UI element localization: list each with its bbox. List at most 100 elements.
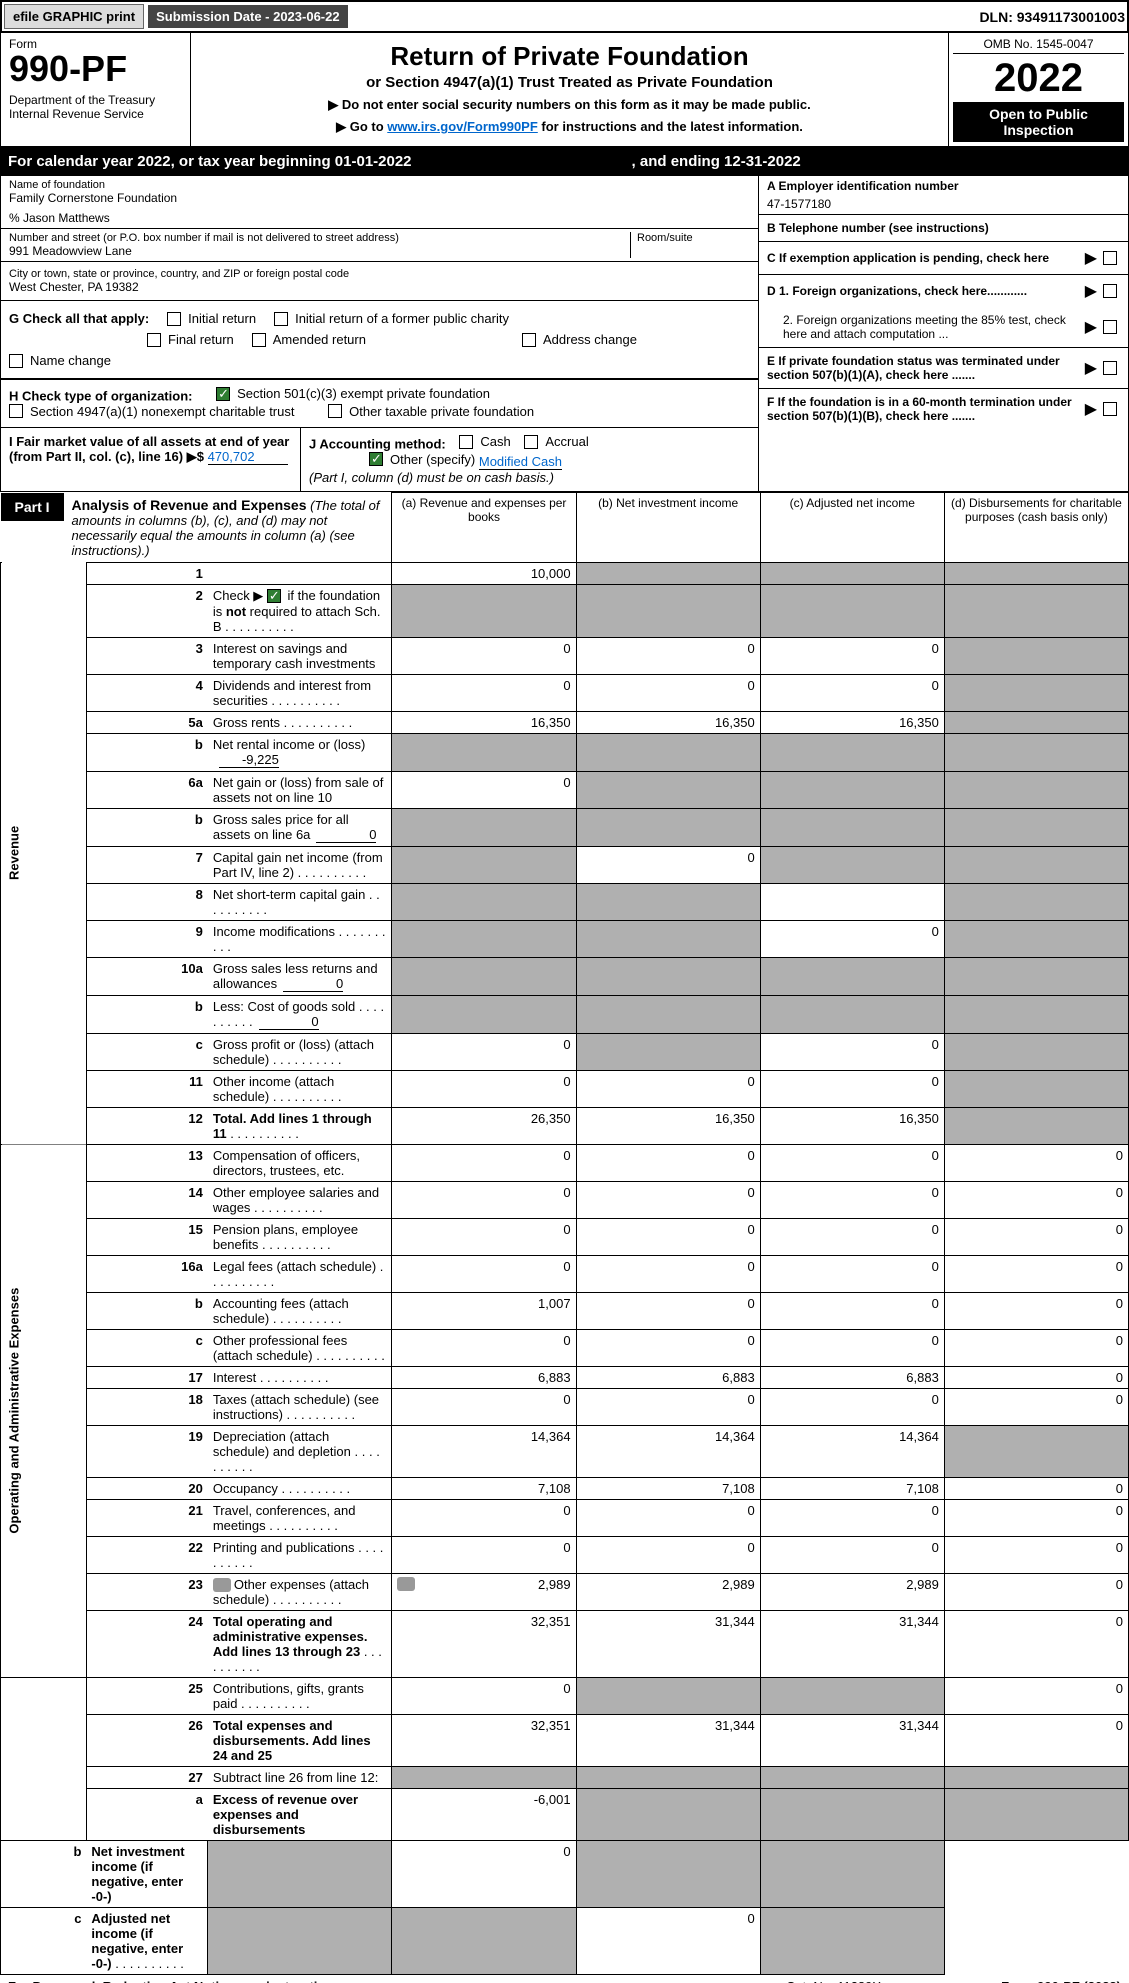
name-label: Name of foundation [9, 179, 750, 191]
line-number: 18 [86, 1388, 207, 1425]
check-d1[interactable] [1103, 284, 1117, 298]
form-number: 990-PF [9, 51, 182, 87]
amount-cell [576, 1841, 760, 1908]
attachment-icon[interactable] [213, 1578, 231, 1592]
efile-button[interactable]: efile GRAPHIC print [4, 4, 144, 29]
amount-cell: 0 [392, 674, 576, 711]
check-initial[interactable]: Initial return [167, 311, 256, 326]
other-method-val: Modified Cash [479, 454, 562, 470]
amount-cell [576, 995, 760, 1033]
amount-cell: 0 [944, 1715, 1128, 1767]
amount-cell: 6,883 [760, 1366, 944, 1388]
amount-cell: 32,351 [392, 1715, 576, 1767]
city-state-zip: West Chester, PA 19382 [9, 280, 750, 294]
table-row: Revenue110,000 [1, 562, 1129, 584]
line-number: 10a [86, 957, 207, 995]
line-number: a [86, 1789, 207, 1841]
amount-cell [944, 1789, 1128, 1841]
amount-cell [392, 883, 576, 920]
amount-cell: 0 [392, 1499, 576, 1536]
check-address[interactable]: Address change [522, 332, 637, 347]
line-number: 4 [86, 674, 207, 711]
line-description: Check ▶ if the foundation is not require… [208, 584, 392, 637]
attachment-icon[interactable] [397, 1577, 415, 1591]
amount-cell [944, 1033, 1128, 1070]
check-final[interactable]: Final return [147, 332, 234, 347]
amount-cell: 0 [760, 920, 944, 957]
line-description: Adjusted net income (if negative, enter … [86, 1908, 207, 1975]
check-4947[interactable]: Section 4947(a)(1) nonexempt charitable … [9, 404, 294, 419]
amount-cell: 14,364 [576, 1425, 760, 1477]
addr-label: Number and street (or P.O. box number if… [9, 232, 630, 244]
amount-cell [576, 883, 760, 920]
line-number: 7 [86, 846, 207, 883]
instructions-link[interactable]: www.irs.gov/Form990PF [387, 119, 538, 134]
check-501c3[interactable]: Section 501(c)(3) exempt private foundat… [216, 386, 490, 401]
amount-cell [760, 584, 944, 637]
amount-cell [576, 1767, 760, 1789]
amount-cell [392, 733, 576, 771]
amount-cell: 32,351 [392, 1611, 576, 1678]
line-number: 16a [86, 1255, 207, 1292]
check-initial-former[interactable]: Initial return of a former public charit… [274, 311, 509, 326]
line-description: Other expenses (attach schedule) [208, 1573, 392, 1611]
section-g-label: G Check all that apply: [9, 311, 149, 326]
amount-cell: 0 [760, 674, 944, 711]
amount-cell: 0 [944, 1477, 1128, 1499]
check-d2[interactable] [1103, 320, 1117, 334]
section-h: H Check type of organization: Section 50… [1, 379, 758, 427]
table-row: 27Subtract line 26 from line 12: [1, 1767, 1129, 1789]
line-description: Total. Add lines 1 through 11 [208, 1107, 392, 1144]
line-description: Net short-term capital gain [208, 883, 392, 920]
amount-cell: 10,000 [392, 562, 576, 584]
line-description: Net gain or (loss) from sale of assets n… [208, 771, 392, 808]
note-2: ▶ Go to www.irs.gov/Form990PF for instru… [199, 119, 940, 135]
amount-cell: 0 [576, 1292, 760, 1329]
amount-cell: 0 [576, 1181, 760, 1218]
amount-cell: 2,989 [760, 1573, 944, 1611]
check-amended[interactable]: Amended return [252, 332, 366, 347]
table-row: 23Other expenses (attach schedule)2,9892… [1, 1573, 1129, 1611]
amount-cell [944, 1107, 1128, 1144]
line-description: Contributions, gifts, grants paid [208, 1678, 392, 1715]
table-row: 6aNet gain or (loss) from sale of assets… [1, 771, 1129, 808]
amount-cell: 0 [944, 1218, 1128, 1255]
table-row: aExcess of revenue over expenses and dis… [1, 1789, 1129, 1841]
col-c-header: (c) Adjusted net income [760, 493, 944, 563]
check-f[interactable] [1103, 402, 1117, 416]
line-number: 13 [86, 1144, 207, 1181]
expenses-side-label: Operating and Administrative Expenses [1, 1144, 87, 1678]
amount-cell: 0 [760, 1181, 944, 1218]
check-other-tax[interactable]: Other taxable private foundation [328, 404, 534, 419]
check-sch-b[interactable] [267, 589, 281, 603]
section-c: C If exemption application is pending, c… [767, 251, 1079, 265]
line-number: c [1, 1908, 87, 1975]
table-row: 16aLegal fees (attach schedule)0000 [1, 1255, 1129, 1292]
check-c[interactable] [1103, 251, 1117, 265]
form-subtitle: or Section 4947(a)(1) Trust Treated as P… [199, 74, 940, 91]
line-description: Total expenses and disbursements. Add li… [208, 1715, 392, 1767]
line-description: Net rental income or (loss)-9,225 [208, 733, 392, 771]
amount-cell: 0 [944, 1388, 1128, 1425]
line-number: 15 [86, 1218, 207, 1255]
amount-cell [944, 733, 1128, 771]
check-cash[interactable]: Cash [459, 434, 510, 449]
amount-cell: 7,108 [576, 1477, 760, 1499]
amount-cell [760, 846, 944, 883]
amount-cell: 0 [392, 1536, 576, 1573]
line-description: Pension plans, employee benefits [208, 1218, 392, 1255]
check-other-method[interactable]: Other (specify) [369, 452, 475, 467]
table-row: bNet investment income (if negative, ent… [1, 1841, 1129, 1908]
check-name[interactable]: Name change [9, 353, 111, 368]
info-section: Name of foundation Family Cornerstone Fo… [0, 176, 1129, 492]
amount-cell: 0 [760, 1536, 944, 1573]
amount-cell: 0 [760, 1292, 944, 1329]
table-row: 10aGross sales less returns and allowanc… [1, 957, 1129, 995]
amount-cell: 7,108 [760, 1477, 944, 1499]
check-accrual[interactable]: Accrual [524, 434, 588, 449]
line-number: b [86, 733, 207, 771]
check-e[interactable] [1103, 361, 1117, 375]
line-number: b [86, 808, 207, 846]
amount-cell [760, 995, 944, 1033]
table-row: cGross profit or (loss) (attach schedule… [1, 1033, 1129, 1070]
